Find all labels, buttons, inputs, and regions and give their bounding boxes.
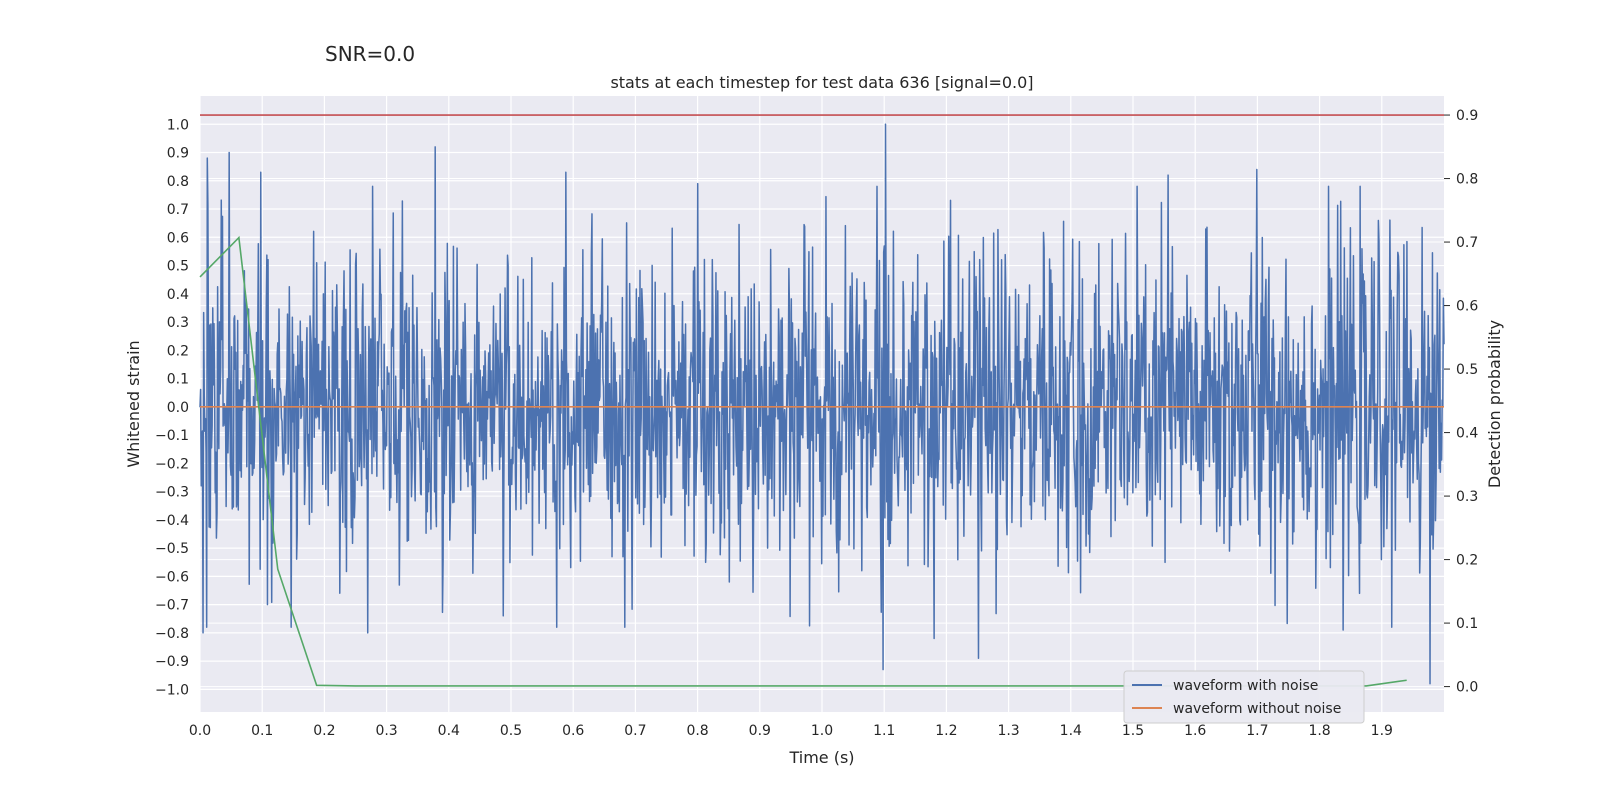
y-tick-label: 0.9 [167, 146, 189, 162]
y-tick-label: −0.3 [155, 485, 189, 501]
x-tick-label: 1.8 [1308, 723, 1330, 739]
y-right-tick-label: 0.9 [1456, 108, 1478, 124]
y-right-tick-label: 0.2 [1456, 553, 1478, 569]
x-tick-label: 0.9 [749, 723, 771, 739]
y-tick-label: −0.4 [155, 513, 189, 529]
x-tick-label: 0.1 [251, 723, 273, 739]
y-tick-label: 0.2 [167, 343, 189, 359]
x-tick-label: 1.7 [1246, 723, 1268, 739]
legend: waveform with noise waveform without noi… [1123, 670, 1365, 724]
x-tick-label: 1.1 [873, 723, 895, 739]
y-right-tick-label: 0.0 [1456, 680, 1478, 696]
y-right-axis-label: Detection probability [1485, 320, 1504, 488]
y-tick-label: 1.0 [167, 117, 189, 133]
ticks: 0.0 0.1 0.2 0.3 0.4 0.5 0.6 0.7 0.8 0.9 1.0 1.1 1.2 1… [155, 108, 1478, 739]
y-tick-label: −0.5 [155, 541, 189, 557]
y-tick-label: 0.4 [167, 287, 189, 303]
y-tick-label: 0.6 [167, 230, 189, 246]
suptitle: SNR=0.0 [325, 42, 415, 66]
x-tick-label: 0.6 [562, 723, 584, 739]
y-right-tick-label: 0.8 [1456, 172, 1478, 188]
y-tick-label: 0.5 [167, 259, 189, 275]
x-tick-label: 1.3 [997, 723, 1019, 739]
y-tick-label: 0.3 [167, 315, 189, 331]
y-tick-label: −1.0 [155, 682, 189, 698]
y-tick-label: 0.7 [167, 202, 189, 218]
x-tick-label: 0.4 [438, 723, 460, 739]
x-tick-label: 1.0 [811, 723, 833, 739]
y-tick-label: 0.8 [167, 174, 189, 190]
x-tick-label: 0.2 [313, 723, 335, 739]
y-tick-label: −0.7 [155, 598, 189, 614]
x-tick-label: 0.3 [375, 723, 397, 739]
y-tick-label: −0.9 [155, 654, 189, 670]
x-tick-label: 0.7 [624, 723, 646, 739]
x-tick-label: 0.5 [500, 723, 522, 739]
x-tick-label: 0.8 [686, 723, 708, 739]
x-tick-label: 0.0 [189, 723, 211, 739]
x-tick-label: 1.4 [1060, 723, 1082, 739]
y-axis-label: Whitened strain [124, 340, 143, 467]
y-tick-label: −0.6 [155, 569, 189, 585]
legend-box [1123, 670, 1365, 724]
y-tick-label: −0.2 [155, 456, 189, 472]
y-right-tick-label: 0.7 [1456, 235, 1478, 251]
y-tick-label: −0.1 [155, 428, 189, 444]
y-right-tick-label: 0.1 [1456, 616, 1478, 632]
legend-label-noise: waveform with noise [1173, 678, 1318, 694]
x-tick-label: 1.5 [1122, 723, 1144, 739]
y-tick-label: −0.8 [155, 626, 189, 642]
x-tick-label: 1.2 [935, 723, 957, 739]
y-right-tick-label: 0.4 [1456, 426, 1478, 442]
chart-title: stats at each timestep for test data 636… [610, 73, 1033, 92]
x-tick-label: 1.6 [1184, 723, 1206, 739]
series-waveform-with-noise [199, 123, 1445, 685]
y-right-tick-label: 0.6 [1456, 299, 1478, 315]
y-right-tick-label: 0.5 [1456, 362, 1478, 378]
x-tick-label: 1.9 [1371, 723, 1393, 739]
y-tick-label: 0.0 [167, 400, 189, 416]
x-axis-label: Time (s) [788, 748, 854, 767]
y-right-tick-label: 0.3 [1456, 489, 1478, 505]
legend-label-clean: waveform without noise [1173, 701, 1341, 717]
y-tick-label: 0.1 [167, 372, 189, 388]
